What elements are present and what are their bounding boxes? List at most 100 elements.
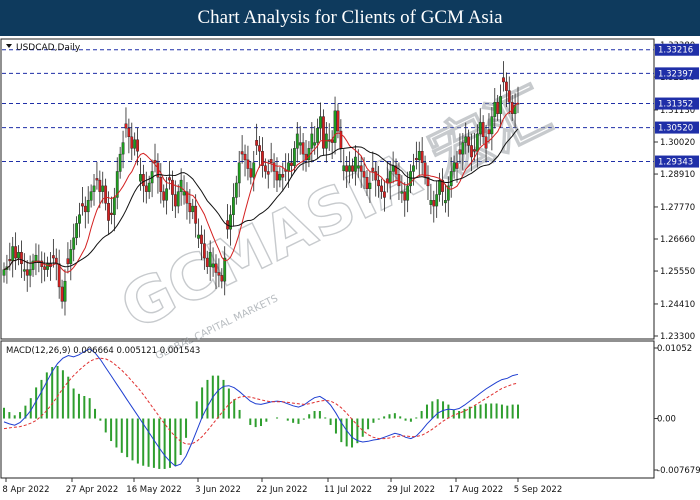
candle-bear	[173, 194, 177, 207]
candle-bear	[159, 177, 163, 192]
candle-bull	[78, 214, 81, 224]
candle-bull	[435, 194, 439, 207]
symbol-label: USDCAD,Daily	[6, 43, 81, 53]
candle-bull	[176, 191, 180, 207]
candle-bear	[168, 177, 171, 181]
candle-bear	[473, 149, 476, 152]
candle-bear	[269, 159, 273, 163]
candle-bear	[205, 257, 209, 267]
candle-bull	[101, 185, 105, 192]
candle-bear	[130, 136, 134, 149]
level-tag	[655, 67, 699, 80]
candle-bull	[133, 139, 137, 149]
candle-bull	[438, 179, 441, 195]
candle-bear	[136, 139, 139, 152]
candle-bull	[92, 185, 96, 192]
signal-line	[3, 357, 519, 445]
candle-bear	[266, 171, 270, 175]
candle-bear	[304, 153, 308, 161]
candle-bull	[121, 142, 125, 155]
candle-bull	[406, 185, 410, 201]
candle-bear	[57, 263, 61, 288]
candle-bear	[95, 178, 99, 181]
candle-bear	[502, 77, 505, 83]
candle-bull	[478, 122, 482, 135]
candle-bull	[333, 110, 337, 143]
candle-bull	[287, 162, 290, 172]
dropdown-triangle-icon[interactable]	[6, 44, 12, 48]
candle-bear	[249, 168, 253, 178]
candle-bear	[243, 153, 247, 161]
candle-bear	[25, 269, 29, 276]
candle-bull	[63, 280, 67, 302]
candle-bull	[353, 156, 357, 172]
level-tag	[655, 121, 699, 134]
candle-bear	[458, 149, 462, 155]
candle-bull	[147, 182, 151, 192]
candle-bull	[75, 223, 78, 239]
candle-bear	[255, 140, 259, 146]
candle-bull	[34, 254, 38, 262]
candle-bear	[359, 165, 363, 172]
candle-bull	[28, 269, 32, 276]
candle-bull	[208, 252, 212, 267]
x-tick-label: 3 Jun 2022	[195, 485, 241, 495]
candle-bull	[252, 162, 256, 178]
candle-bear	[275, 171, 279, 181]
candle-bear	[194, 205, 198, 224]
candle-bear	[380, 185, 383, 192]
candle-bear	[487, 129, 491, 135]
candle-bear	[171, 179, 174, 195]
candle-bull	[89, 191, 93, 201]
x-tick-label: 29 Jul 2022	[387, 485, 435, 495]
candle-bull	[211, 263, 215, 268]
candle-bear	[397, 174, 401, 187]
candle-bear	[144, 185, 148, 192]
candle-bear	[124, 123, 128, 129]
candle-bear	[290, 162, 293, 166]
candle-bull	[417, 151, 421, 161]
level-tag-label: 1.33216	[658, 46, 693, 56]
header-banner	[0, 0, 700, 36]
candle-bull	[316, 127, 320, 143]
candle-bull	[46, 263, 49, 270]
candle-bull	[197, 234, 200, 239]
candle-bull	[400, 191, 404, 194]
candle-bull	[31, 260, 35, 270]
candle-bear	[60, 286, 64, 302]
candle-bear	[301, 142, 305, 155]
candle-bull	[112, 197, 116, 215]
candle-bear	[43, 266, 47, 270]
candle-bear	[496, 101, 500, 114]
candle-bear	[220, 275, 224, 282]
candle-bull	[342, 165, 346, 172]
candle-bull	[232, 197, 235, 215]
candle-bear	[470, 145, 473, 158]
candle-bull	[115, 171, 119, 198]
candle-bull	[182, 191, 186, 196]
candle-bull	[298, 142, 302, 146]
candle-bull	[475, 133, 479, 152]
level-tag	[655, 43, 699, 56]
candle-bear	[81, 203, 84, 207]
candle-bull	[449, 171, 453, 187]
price-panel-border	[0, 38, 655, 340]
candle-bull	[313, 142, 317, 146]
candle-bear	[202, 243, 206, 259]
candle-bull	[17, 252, 20, 259]
candle-bull	[139, 174, 142, 182]
price-tick-label: 1.24410	[660, 300, 695, 310]
candle-bull	[388, 171, 392, 184]
candle-bear	[141, 174, 145, 187]
price-tick-label: 1.28910	[660, 170, 695, 180]
candle-bear	[414, 157, 418, 161]
candle-bear	[246, 159, 250, 169]
macd-line	[3, 348, 519, 467]
candle-bull	[72, 237, 76, 250]
candle-bear	[365, 177, 369, 189]
candle-bull	[446, 185, 450, 201]
candle-bull	[22, 269, 26, 272]
candle-bear	[200, 234, 203, 244]
candle-bear	[20, 252, 23, 265]
